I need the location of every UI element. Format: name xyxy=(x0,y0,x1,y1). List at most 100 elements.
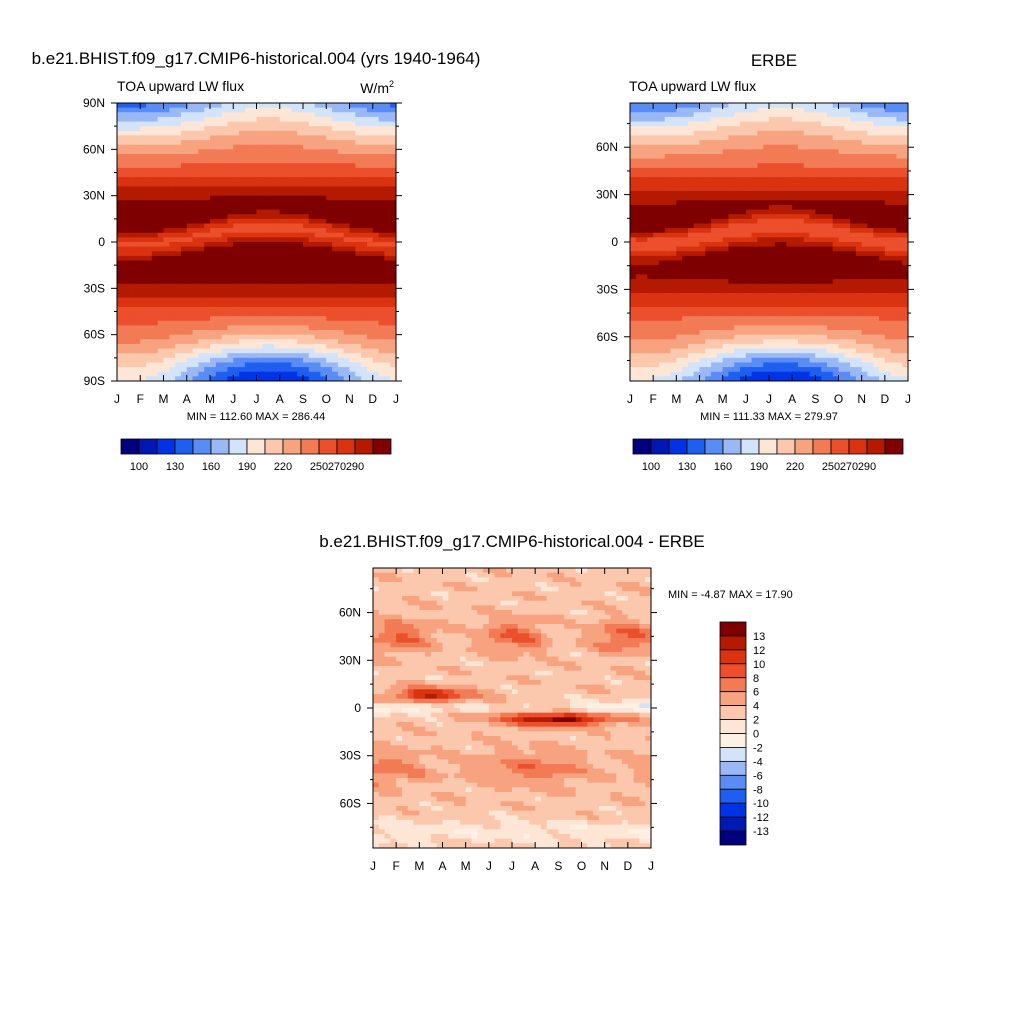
model-cell xyxy=(146,371,153,377)
model-cell xyxy=(326,177,333,183)
model-cell xyxy=(268,237,275,243)
obs-cell xyxy=(693,265,701,271)
model-cell xyxy=(250,103,258,109)
obs-cell xyxy=(670,195,677,201)
obs-cell xyxy=(687,116,695,123)
model-cell xyxy=(117,126,124,132)
model-cell xyxy=(285,348,292,354)
model-cell xyxy=(250,135,258,141)
model-cell xyxy=(308,325,316,331)
obs-cell xyxy=(884,204,892,211)
obs-cell xyxy=(630,153,637,160)
model-cell xyxy=(384,288,391,294)
model-cell xyxy=(198,339,205,345)
obs-cell xyxy=(769,209,776,215)
obs-cell xyxy=(861,191,869,197)
model-cell xyxy=(372,297,380,303)
model-cell xyxy=(169,218,176,225)
obs-cell xyxy=(699,209,706,215)
obs-cell xyxy=(664,103,672,109)
obs-cell xyxy=(884,246,892,252)
obs-cell xyxy=(670,218,677,225)
obs-cell xyxy=(792,191,799,197)
model-cell xyxy=(268,167,275,174)
model-cell xyxy=(151,251,159,257)
obs-cell xyxy=(809,158,816,164)
model-cell xyxy=(244,237,252,243)
model-cell xyxy=(273,149,281,155)
model-cell xyxy=(308,172,316,178)
obs-cell xyxy=(630,214,637,220)
obs-cell xyxy=(826,204,834,211)
model-cell xyxy=(337,357,345,364)
model-cell xyxy=(314,126,322,132)
model-cell xyxy=(163,149,170,155)
obs-cell xyxy=(699,274,706,280)
model-cell xyxy=(291,325,298,331)
model-cell xyxy=(268,177,275,183)
obs-cell xyxy=(734,181,741,187)
obs-cell xyxy=(896,232,903,238)
model-cell xyxy=(372,330,380,336)
model-cell xyxy=(256,232,263,238)
model-cell xyxy=(361,209,368,215)
model-cell xyxy=(291,172,298,178)
model-cell xyxy=(361,334,368,340)
model-cell xyxy=(186,348,194,354)
model-cell xyxy=(215,292,223,299)
model-cell xyxy=(140,126,147,132)
model-cell xyxy=(291,292,298,299)
model-cell xyxy=(122,297,130,303)
obs-cell xyxy=(757,140,764,146)
obs-cell xyxy=(797,288,805,294)
obs-cell xyxy=(734,223,741,229)
obs-cell xyxy=(687,255,695,262)
model-cell xyxy=(227,371,234,377)
obs-cell xyxy=(873,242,880,248)
model-cell xyxy=(233,311,240,317)
obs-cell xyxy=(855,265,863,271)
model-cell xyxy=(146,265,153,271)
model-cell xyxy=(361,339,368,345)
model-cell xyxy=(273,200,281,206)
model-cell xyxy=(268,325,275,331)
model-cell xyxy=(128,195,136,201)
model-cell xyxy=(215,181,223,187)
model-cell xyxy=(122,200,130,206)
obs-cell xyxy=(890,265,898,271)
model-cell xyxy=(215,251,223,257)
obs-cell xyxy=(861,186,869,192)
obs-cell xyxy=(705,126,712,132)
model-cell xyxy=(180,186,188,192)
model-cell xyxy=(361,353,368,359)
obs-cell xyxy=(705,116,712,123)
model-cell xyxy=(320,274,327,280)
model-cell xyxy=(233,371,240,377)
model-cell xyxy=(210,357,217,364)
model-cell xyxy=(262,265,269,271)
model-cell xyxy=(297,195,304,201)
model-cell xyxy=(268,371,275,377)
model-cell xyxy=(308,177,316,183)
model-cell xyxy=(146,376,153,381)
obs-cell xyxy=(653,260,660,266)
obs-cell xyxy=(850,144,857,150)
model-cell xyxy=(314,163,322,169)
obs-cell xyxy=(734,116,741,123)
obs-cell xyxy=(855,274,863,280)
model-cell xyxy=(390,144,396,150)
obs-cell xyxy=(774,223,782,229)
model-cell xyxy=(244,163,252,169)
model-cell xyxy=(122,279,130,285)
model-cell xyxy=(146,269,153,276)
model-cell xyxy=(227,320,234,326)
model-cell xyxy=(384,116,391,123)
model-cell xyxy=(169,274,176,280)
model-cell xyxy=(215,353,223,359)
model-cell xyxy=(337,376,345,381)
model-cell xyxy=(233,163,240,169)
model-cell xyxy=(349,288,356,294)
obs-cell xyxy=(699,283,706,289)
model-cell xyxy=(122,112,130,118)
model-cell xyxy=(326,367,333,373)
